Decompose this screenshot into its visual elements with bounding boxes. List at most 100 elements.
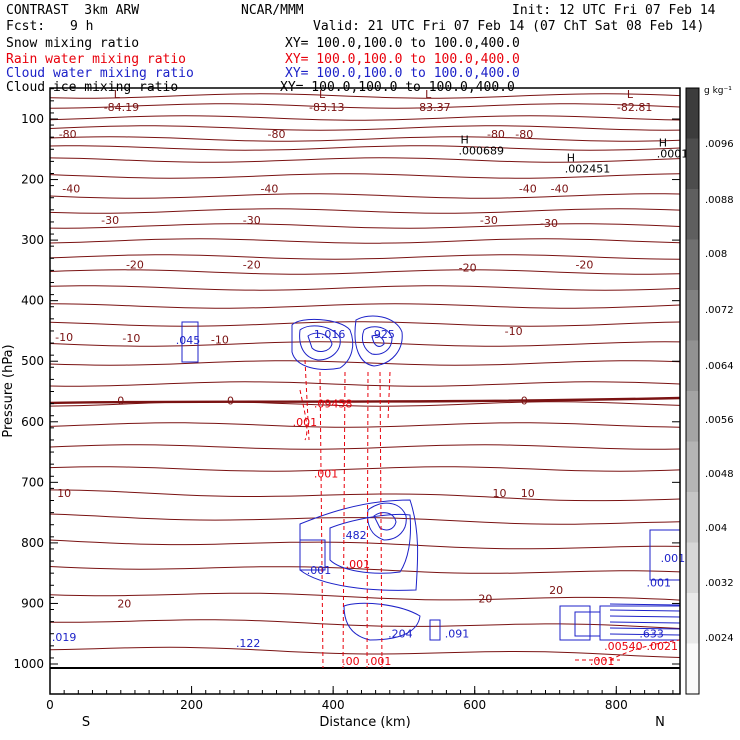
rain-water-contour <box>609 639 681 661</box>
cloud-water-contour <box>367 502 407 541</box>
isotherm-line <box>49 238 681 244</box>
rain-water-contour <box>387 371 391 421</box>
isotherm-line <box>49 157 681 163</box>
extremum-value-label: -83.37 <box>415 101 450 114</box>
temperature-label: -10 <box>122 332 140 345</box>
x-axis-title: Distance (km) <box>319 715 410 730</box>
colorbar-tick-label: .0024 <box>705 633 734 644</box>
temperature-label: 20 <box>478 593 492 606</box>
snow-max-kind-label: H <box>659 136 667 149</box>
isotherm-line <box>49 193 681 199</box>
cloud-water-contour <box>373 512 397 531</box>
colorbar-tick-label: .0064 <box>705 361 734 372</box>
colorbar: g kg⁻¹ .0096 .0088 .008 .0072 .0064 .0056 .0048… <box>685 86 734 695</box>
temperature-label: -40 <box>551 183 569 196</box>
temperature-label: -10 <box>505 325 523 338</box>
rain-water-label: .001 <box>314 467 339 480</box>
temperature-label: 10 <box>521 487 535 500</box>
temperature-label: -30 <box>480 214 498 227</box>
rain-water-label: .09458 <box>314 398 353 411</box>
isotherm-line <box>49 422 681 428</box>
extremum-kind-label: L <box>425 88 432 101</box>
isotherm-line <box>49 223 681 229</box>
y-tick-label: 800 <box>21 536 44 550</box>
rain-water-contour <box>379 371 383 669</box>
temperature-label: -80 <box>59 128 77 141</box>
field-name-snow: Snow mixing ratio <box>6 36 140 51</box>
isotherm-line <box>49 341 681 347</box>
extremum-kind-label: L <box>627 88 634 101</box>
extremum-value-label: -82.81 <box>617 101 652 114</box>
temperature-label: 0 <box>117 395 124 408</box>
cloud-water-band-line <box>609 633 681 636</box>
y-tick-label: 1000 <box>13 657 44 671</box>
temperature-label: -80 <box>268 128 286 141</box>
colorbar-step <box>686 88 699 139</box>
temperature-label: -30 <box>243 214 261 227</box>
extremum-value-label: -84.19 <box>104 101 139 114</box>
isotherm-line <box>49 381 681 387</box>
colorbar-tick-label: .0072 <box>705 305 734 316</box>
x-tick-label: 0 <box>46 698 54 712</box>
isotherm-line <box>49 93 681 99</box>
freezing-level-line <box>49 396 681 405</box>
cloud-water-contour <box>559 605 591 641</box>
isotherm-line <box>49 619 681 629</box>
colorbar-tick-label: .008 <box>705 249 727 260</box>
cloud-water-label: .122 <box>236 637 261 650</box>
isotherm-line <box>49 466 681 472</box>
extremum-kind-label: L <box>319 88 326 101</box>
y-tick-label: 300 <box>21 233 44 247</box>
cloud-water-label: .001 <box>661 552 686 565</box>
isotherm-line <box>49 136 681 142</box>
cloud-water-band-line <box>609 621 681 624</box>
cloud-water-contour <box>329 513 411 574</box>
cloud-water-label: .091 <box>445 628 470 641</box>
colorbar-step <box>686 340 699 391</box>
extremum-kind-label: L <box>114 88 121 101</box>
x-tick-label: 400 <box>322 698 345 712</box>
temperature-label: -10 <box>55 331 73 344</box>
snow-max-kind-label: H <box>461 133 469 146</box>
rain-water-label: .001 <box>346 558 371 571</box>
rain-water-label: .0021 <box>647 640 679 653</box>
temperature-label: -20 <box>575 258 593 271</box>
temperature-label: 10 <box>492 487 506 500</box>
isotherm-line <box>49 539 681 550</box>
cloud-water-label: .001 <box>647 576 672 589</box>
temperature-label: -30 <box>540 217 558 230</box>
isotherm-line <box>49 145 681 151</box>
rain-water-contour <box>299 389 308 441</box>
header-fcst-value: 9 h <box>70 19 94 34</box>
isotherm-line <box>49 444 681 450</box>
header-init: Init: 12 UTC Fri 07 Feb 14 <box>512 3 716 18</box>
temperature-label: 20 <box>117 597 131 610</box>
isotherm-line <box>49 646 681 658</box>
cloud-water-label: 1.016 <box>314 328 346 341</box>
isotherm-line <box>49 566 681 574</box>
cloud-water-label: .482 <box>342 529 367 542</box>
cloud-water-contour <box>299 539 326 571</box>
colorbar-frame <box>685 87 700 695</box>
isotherm-line <box>49 254 681 260</box>
cloud-water-contour <box>181 321 199 363</box>
header-model: CONTRAST 3km ARW <box>6 3 140 18</box>
temperature-label: -80 <box>487 128 505 141</box>
x-tick-label: 600 <box>463 698 486 712</box>
cloud-water-label: .045 <box>176 334 201 347</box>
cloud-water-contour <box>361 326 393 355</box>
colorbar-step <box>686 542 699 593</box>
snow-max-value-label: .002451 <box>565 162 611 175</box>
chart-labels: -80 -80 -80 -80 -40 -40 -40 -40 -30 -30 -30 -30 -20 -… <box>52 88 695 668</box>
isotherm-line <box>49 269 681 275</box>
colorbar-tick-label: .0096 <box>705 139 734 150</box>
colorbar-tick-label: .0032 <box>705 578 734 589</box>
colorbar-tick-label: .0088 <box>705 195 734 206</box>
rain-water-contour <box>304 359 310 441</box>
isotherm-line <box>49 208 681 214</box>
temperature-label: -80 <box>515 128 533 141</box>
isotherm-line <box>49 285 681 291</box>
colorbar-tick-label: .0056 <box>705 415 734 426</box>
field-xy-rain: XY= 100.0,100.0 to 100.0,400.0 <box>285 52 520 67</box>
y-axis-title: Pressure (hPa) <box>1 344 16 437</box>
